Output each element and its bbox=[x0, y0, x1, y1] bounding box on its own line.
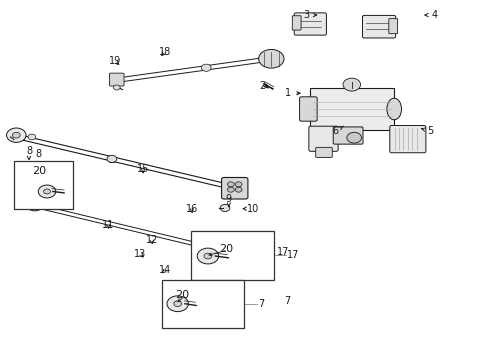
Ellipse shape bbox=[386, 98, 401, 120]
Text: 11: 11 bbox=[102, 220, 114, 230]
Text: 17: 17 bbox=[287, 250, 299, 260]
Circle shape bbox=[227, 187, 234, 192]
Bar bbox=[190, 231, 273, 280]
Circle shape bbox=[342, 78, 360, 91]
Circle shape bbox=[38, 185, 56, 198]
Text: 6: 6 bbox=[331, 126, 343, 136]
Text: 7: 7 bbox=[284, 296, 290, 306]
Circle shape bbox=[166, 296, 188, 312]
Circle shape bbox=[26, 198, 43, 211]
Circle shape bbox=[113, 85, 120, 90]
Bar bbox=[14, 161, 73, 209]
Circle shape bbox=[227, 182, 234, 187]
Circle shape bbox=[43, 189, 50, 194]
FancyBboxPatch shape bbox=[109, 73, 124, 86]
Text: 7: 7 bbox=[258, 299, 264, 309]
Text: 17: 17 bbox=[277, 247, 289, 257]
FancyBboxPatch shape bbox=[332, 127, 362, 144]
Circle shape bbox=[107, 155, 117, 162]
Circle shape bbox=[28, 134, 36, 140]
Circle shape bbox=[200, 257, 210, 265]
Bar bbox=[161, 280, 244, 328]
FancyBboxPatch shape bbox=[388, 19, 397, 34]
Circle shape bbox=[200, 240, 210, 248]
Circle shape bbox=[201, 64, 211, 71]
Text: 8: 8 bbox=[36, 149, 41, 159]
FancyBboxPatch shape bbox=[221, 177, 247, 199]
FancyBboxPatch shape bbox=[299, 97, 317, 121]
FancyBboxPatch shape bbox=[195, 236, 222, 259]
Text: 12: 12 bbox=[145, 235, 158, 245]
Text: 20: 20 bbox=[219, 244, 233, 254]
Text: 1: 1 bbox=[285, 88, 300, 98]
Circle shape bbox=[196, 253, 204, 259]
Text: 20: 20 bbox=[32, 166, 46, 176]
Circle shape bbox=[235, 182, 242, 187]
Circle shape bbox=[220, 204, 229, 212]
Text: 20: 20 bbox=[175, 290, 189, 300]
Text: 4: 4 bbox=[424, 10, 437, 20]
FancyBboxPatch shape bbox=[315, 147, 331, 157]
Text: 13: 13 bbox=[133, 248, 145, 258]
Circle shape bbox=[235, 187, 242, 192]
Text: 18: 18 bbox=[159, 46, 171, 57]
Text: 8: 8 bbox=[26, 145, 32, 159]
FancyBboxPatch shape bbox=[310, 88, 393, 130]
Text: 10: 10 bbox=[243, 204, 259, 214]
Text: 16: 16 bbox=[185, 204, 198, 215]
Text: 3: 3 bbox=[302, 10, 316, 20]
Circle shape bbox=[6, 128, 26, 142]
Circle shape bbox=[12, 132, 20, 138]
FancyBboxPatch shape bbox=[292, 16, 301, 30]
Circle shape bbox=[173, 301, 181, 307]
Text: 19: 19 bbox=[108, 56, 121, 66]
FancyBboxPatch shape bbox=[294, 13, 326, 35]
FancyBboxPatch shape bbox=[362, 15, 395, 38]
Text: 14: 14 bbox=[159, 265, 171, 275]
Text: 9: 9 bbox=[225, 194, 231, 207]
Text: 5: 5 bbox=[421, 126, 433, 136]
FancyBboxPatch shape bbox=[308, 126, 337, 151]
Circle shape bbox=[203, 253, 211, 259]
Ellipse shape bbox=[346, 132, 361, 143]
FancyBboxPatch shape bbox=[389, 126, 425, 153]
Circle shape bbox=[258, 49, 284, 68]
Circle shape bbox=[204, 249, 214, 256]
Text: 15: 15 bbox=[137, 164, 149, 174]
Text: 2: 2 bbox=[259, 81, 265, 91]
Circle shape bbox=[197, 248, 218, 264]
Circle shape bbox=[31, 202, 38, 207]
